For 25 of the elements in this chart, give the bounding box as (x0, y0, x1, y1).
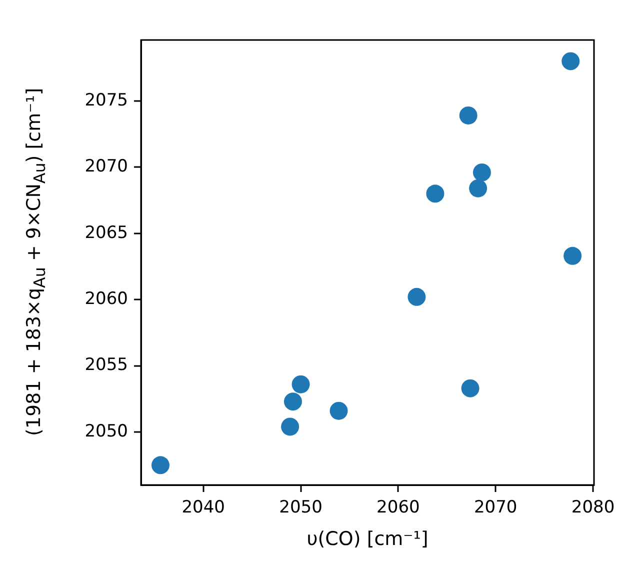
x-tick-label: 2080 (571, 498, 615, 518)
point (461, 379, 480, 398)
point (472, 163, 491, 182)
point (292, 375, 310, 394)
y-tick-label: 2075 (84, 90, 128, 110)
point (281, 418, 300, 436)
point (284, 392, 302, 411)
y-tick-label: 2065 (84, 222, 128, 243)
point (459, 106, 478, 124)
y-tick-label: 2055 (84, 355, 128, 376)
point (469, 179, 488, 198)
y-tick-label: 2070 (84, 156, 128, 177)
point (330, 402, 348, 420)
y-tick-label: 2060 (84, 289, 128, 310)
point (562, 52, 580, 70)
x-tick-label: 2050 (279, 498, 322, 518)
x-axis-title: υ(CO) [cm⁻¹] (306, 528, 430, 550)
x-tick-label: 2040 (182, 498, 225, 518)
x-tick-label: 2060 (376, 498, 420, 518)
point (151, 456, 170, 474)
point (564, 246, 582, 265)
x-tick-label: 2070 (474, 498, 518, 518)
point (426, 184, 444, 203)
y-tick-label: 2050 (84, 421, 128, 442)
point (408, 288, 426, 306)
